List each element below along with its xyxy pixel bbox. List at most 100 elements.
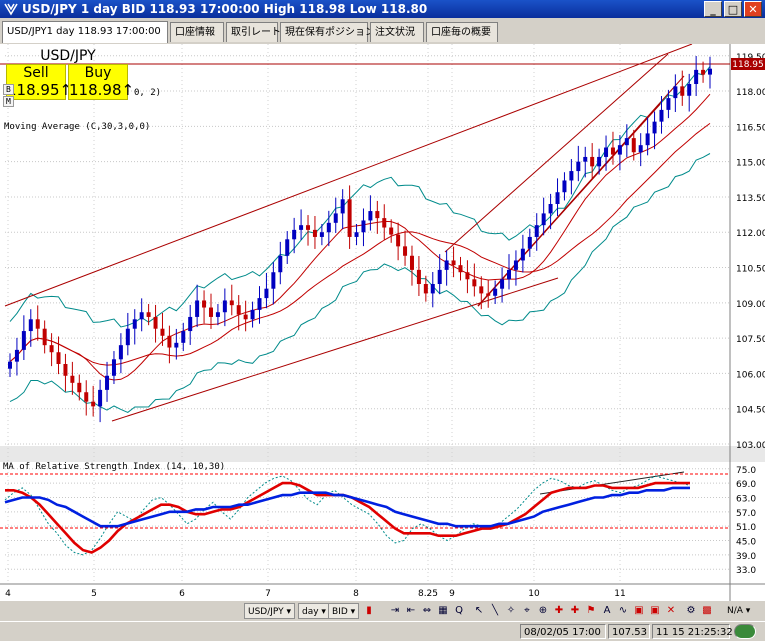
- ma-indicator-label: Moving Average (C,30,3,0,0): [4, 122, 151, 132]
- chart-area[interactable]: 104.50 106.00 107.50 109.00 110.50 112.00 113.…: [0, 43, 765, 601]
- draw-line-icon[interactable]: ╲: [491, 605, 499, 616]
- cursor-icon[interactable]: ↖: [474, 605, 484, 616]
- candle-body: [687, 84, 692, 96]
- time-axis: 4 5 6 7 8 8.25 9 10 11: [5, 589, 626, 599]
- maximize-button[interactable]: □: [724, 1, 742, 17]
- marker-icon-2[interactable]: ▣: [650, 605, 660, 616]
- sell-price: 118.95↑: [7, 81, 73, 99]
- candle-body: [493, 288, 498, 296]
- candle-body: [534, 225, 539, 237]
- period-select[interactable]: day ▾: [298, 603, 330, 619]
- tab-orders[interactable]: 注文状況: [370, 22, 424, 42]
- tab-account-summary[interactable]: 口座毎の概要: [426, 22, 498, 42]
- alert-icon[interactable]: ⚑: [586, 605, 596, 616]
- candle-body: [610, 147, 615, 155]
- candle-body: [409, 255, 414, 270]
- price-tick-label: 118.00: [736, 88, 765, 98]
- upper-channel-line: [4, 43, 693, 307]
- candle-body: [146, 312, 151, 317]
- candle-body: [306, 225, 311, 230]
- candle-body: [569, 171, 574, 181]
- tab-account-info[interactable]: 口座情報: [170, 22, 224, 42]
- buy-box[interactable]: Buy 118.98↑: [68, 64, 135, 100]
- candle-body: [444, 260, 449, 270]
- candle-body: [278, 255, 283, 273]
- grid-icon[interactable]: ▦: [438, 605, 448, 616]
- candle-body: [56, 352, 61, 364]
- marker-icon-1[interactable]: ▣: [634, 605, 644, 616]
- candle-body: [354, 232, 359, 237]
- symbol-select[interactable]: USD/JPY ▾: [244, 603, 296, 619]
- time-tick-label: 8.25: [418, 589, 438, 599]
- tab-positions[interactable]: 現在保有ポジション: [280, 22, 375, 42]
- price-tick-label: 107.50: [736, 335, 765, 345]
- tools-icon[interactable]: ⌖: [524, 605, 530, 616]
- candle-body: [708, 68, 712, 75]
- candle-body: [562, 180, 567, 193]
- crosshair-icon[interactable]: ✚: [554, 605, 564, 616]
- price-tick-label: 119.50: [736, 53, 765, 63]
- candle-body: [458, 265, 463, 273]
- shift-icon[interactable]: ⇔: [422, 605, 432, 616]
- quote-panel: USD/JPY Sell 118.95↑ Buy 118.98↑: [6, 48, 135, 104]
- candle-body: [312, 229, 317, 237]
- rsi-tick-label: 57.0: [736, 509, 756, 519]
- candle-body: [590, 156, 595, 167]
- candle-body: [139, 312, 144, 320]
- lock-icon[interactable]: ▩: [702, 605, 712, 616]
- time-tick-label: 9: [449, 589, 455, 599]
- settings-icon[interactable]: ⚙: [686, 605, 696, 616]
- chart-type-icon[interactable]: ▮: [366, 605, 372, 616]
- candle-body: [160, 328, 165, 336]
- moving-averages: [9, 93, 711, 381]
- close-button[interactable]: ✕: [744, 1, 762, 17]
- candle-body: [91, 401, 96, 407]
- candle-body: [347, 199, 352, 237]
- price-tick-label: 115.00: [736, 159, 765, 169]
- candle-body: [229, 300, 234, 306]
- side-select[interactable]: BID ▾: [328, 603, 360, 619]
- quote-symbol: USD/JPY: [40, 48, 96, 64]
- time-tick-label: 8: [353, 589, 359, 599]
- candle-body: [638, 145, 643, 153]
- ma-short-line: [9, 93, 711, 381]
- rsi-tick-label: 69.0: [736, 480, 756, 490]
- query-icon[interactable]: Q: [455, 605, 463, 616]
- text-icon[interactable]: A: [603, 605, 611, 616]
- candle-body: [645, 133, 650, 146]
- candle-body: [416, 269, 421, 284]
- candle-body: [368, 211, 373, 221]
- zoom-out-icon[interactable]: ⇤: [406, 605, 416, 616]
- rsi-series-ma10: [5, 481, 690, 554]
- candle-body: [437, 269, 442, 284]
- price-chart[interactable]: 104.50 106.00 107.50 109.00 110.50 112.00 113.…: [0, 43, 765, 601]
- indicator-icon[interactable]: ✚: [570, 605, 580, 616]
- buy-price: 118.98↑: [69, 81, 135, 99]
- minimize-button[interactable]: _: [704, 1, 722, 17]
- chart-grid: [0, 44, 765, 601]
- fibonacci-icon[interactable]: ✧: [506, 605, 516, 616]
- extra-select[interactable]: N/A ▾: [727, 606, 751, 616]
- rsi-tick-label: 33.0: [736, 566, 756, 576]
- candle-body: [319, 232, 324, 237]
- candle-body: [28, 319, 33, 332]
- cycle-icon[interactable]: ∿: [618, 605, 628, 616]
- delete-icon[interactable]: ✕: [666, 605, 676, 616]
- candle-body: [396, 234, 401, 247]
- status-bar: 08/02/05 17:00 107.53 11 15 21:25:32: [0, 621, 765, 641]
- price-tick-label: 110.50: [736, 265, 765, 275]
- steep-trend-line-3: [477, 103, 661, 307]
- candle-body: [555, 192, 560, 204]
- tab-rates[interactable]: 取引レート: [226, 22, 281, 42]
- rsi-series-ma30: [4, 486, 690, 528]
- tab-chart[interactable]: USD/JPY1 day 118.93 17:00:00: [2, 21, 168, 43]
- price-tick-label: 109.00: [736, 300, 765, 310]
- candle-body: [673, 86, 678, 99]
- zoom-in-icon[interactable]: ⊕: [538, 605, 548, 616]
- candle-body: [507, 269, 512, 280]
- steep-trend-line-1: [444, 53, 669, 253]
- status-price: 107.53: [608, 624, 650, 639]
- sell-box[interactable]: Sell 118.95↑: [6, 64, 73, 100]
- zoom-fit-icon[interactable]: ⇥: [390, 605, 400, 616]
- candle-body: [257, 298, 262, 310]
